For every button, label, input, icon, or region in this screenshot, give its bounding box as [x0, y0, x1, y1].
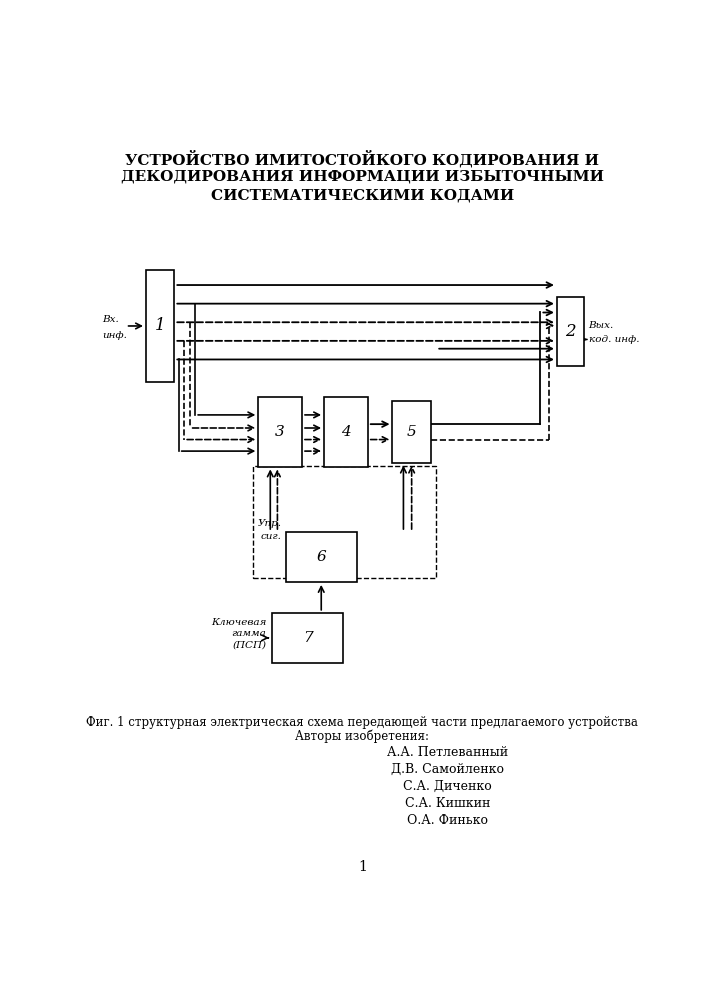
Bar: [253, 466, 436, 578]
Text: инф.: инф.: [102, 331, 127, 340]
Text: А.А. Петлеванный: А.А. Петлеванный: [387, 746, 508, 759]
Bar: [272, 613, 343, 663]
Text: 3: 3: [275, 425, 285, 439]
Text: 4: 4: [341, 425, 351, 439]
Text: Вых.: Вых.: [589, 321, 614, 330]
Text: сиг.: сиг.: [260, 532, 281, 541]
Text: 2: 2: [565, 323, 576, 340]
Text: гамма: гамма: [232, 629, 267, 638]
Bar: [324, 397, 368, 466]
Text: 1: 1: [155, 317, 165, 334]
Text: 6: 6: [316, 550, 326, 564]
Text: Фиг. 1 структурная электрическая схема передающей части предлагаемого устройства: Фиг. 1 структурная электрическая схема п…: [86, 716, 638, 729]
Text: Упр.: Упр.: [257, 519, 281, 528]
Text: Вх.: Вх.: [102, 315, 119, 324]
Bar: [557, 297, 584, 366]
Text: (ПСП): (ПСП): [233, 641, 267, 650]
Text: 1: 1: [358, 860, 367, 874]
Text: ДЕКОДИРОВАНИЯ ИНФОРМАЦИИ ИЗБЫТОЧНЫМИ: ДЕКОДИРОВАНИЯ ИНФОРМАЦИИ ИЗБЫТОЧНЫМИ: [121, 170, 604, 184]
Text: С.А. Кишкин: С.А. Кишкин: [404, 797, 490, 810]
Text: С.А. Диченко: С.А. Диченко: [403, 780, 491, 793]
Bar: [258, 397, 302, 466]
Bar: [392, 401, 431, 463]
Bar: [286, 532, 357, 582]
Text: УСТРОЙСТВО ИМИТОСТОЙКОГО КОДИРОВАНИЯ И: УСТРОЙСТВО ИМИТОСТОЙКОГО КОДИРОВАНИЯ И: [125, 150, 600, 167]
Text: СИСТЕМАТИЧЕСКИМИ КОДАМИ: СИСТЕМАТИЧЕСКИМИ КОДАМИ: [211, 188, 514, 202]
Text: Авторы изобретения:: Авторы изобретения:: [296, 729, 429, 743]
Text: Ключевая: Ключевая: [211, 618, 267, 627]
Bar: [146, 270, 175, 382]
Text: код. инф.: код. инф.: [589, 335, 639, 344]
Text: Д.В. Самойленко: Д.В. Самойленко: [391, 763, 504, 776]
Text: 7: 7: [303, 631, 312, 645]
Text: О.А. Финько: О.А. Финько: [407, 814, 488, 827]
Text: 5: 5: [407, 425, 416, 439]
